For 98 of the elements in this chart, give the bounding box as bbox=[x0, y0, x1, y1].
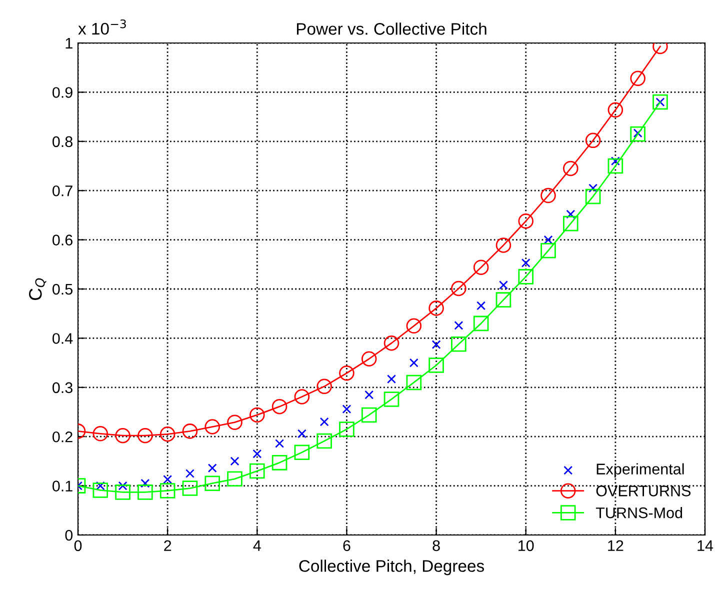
y-tick-label: 0.1 bbox=[52, 480, 72, 492]
point bbox=[272, 398, 288, 414]
point bbox=[496, 292, 512, 308]
point bbox=[406, 318, 422, 334]
point bbox=[428, 358, 444, 373]
x-tick-label: 0 bbox=[74, 540, 82, 552]
point bbox=[585, 132, 601, 148]
point bbox=[361, 407, 377, 423]
point bbox=[339, 365, 354, 381]
point bbox=[585, 188, 601, 204]
point bbox=[498, 280, 508, 290]
point bbox=[252, 449, 262, 458]
point bbox=[566, 210, 576, 219]
y-tick-label: 0.8 bbox=[52, 136, 72, 148]
y-axis-title: C$_{Q}$ bbox=[29, 278, 46, 300]
point bbox=[342, 404, 352, 414]
x-tick-label: 4 bbox=[253, 540, 261, 551]
point bbox=[608, 102, 624, 118]
point bbox=[138, 428, 153, 444]
point bbox=[92, 482, 108, 498]
y-tick-label: 1 bbox=[66, 38, 72, 49]
point bbox=[182, 424, 198, 439]
point bbox=[204, 419, 220, 434]
point bbox=[518, 213, 534, 229]
point bbox=[316, 433, 332, 449]
point bbox=[92, 426, 108, 442]
point bbox=[630, 70, 646, 86]
point bbox=[115, 484, 130, 500]
point bbox=[138, 484, 153, 500]
point bbox=[451, 280, 466, 296]
point bbox=[140, 478, 150, 488]
y-tick-label: 0.2 bbox=[52, 431, 72, 442]
point bbox=[652, 94, 668, 110]
point bbox=[428, 300, 444, 316]
point bbox=[384, 392, 400, 407]
point bbox=[272, 455, 288, 470]
point bbox=[540, 188, 556, 204]
point bbox=[518, 269, 534, 284]
point bbox=[320, 417, 329, 426]
point bbox=[163, 474, 172, 484]
y-tick-label: 0.7 bbox=[52, 185, 72, 196]
point bbox=[496, 238, 512, 253]
x-tick-label: 14 bbox=[698, 540, 714, 551]
point bbox=[208, 464, 217, 473]
point bbox=[563, 160, 578, 176]
point bbox=[227, 471, 242, 487]
point bbox=[160, 483, 176, 498]
point bbox=[608, 158, 624, 174]
point bbox=[160, 426, 176, 442]
point bbox=[563, 216, 578, 232]
point bbox=[451, 336, 466, 352]
point bbox=[521, 258, 530, 268]
point bbox=[361, 351, 377, 367]
legend-label: Experimental bbox=[596, 463, 684, 478]
y-tick-label: 0.3 bbox=[52, 382, 72, 394]
y-tick-label: 0 bbox=[65, 530, 73, 541]
text: x 10$^{−3}$ bbox=[78, 19, 126, 35]
x-tick-label: 8 bbox=[432, 540, 440, 552]
point bbox=[316, 378, 332, 394]
point bbox=[384, 335, 400, 351]
point bbox=[588, 184, 598, 193]
y-tick-label: 0.4 bbox=[52, 333, 73, 344]
point bbox=[275, 438, 284, 448]
x-tick-label: 12 bbox=[608, 540, 624, 551]
point bbox=[227, 414, 242, 430]
point bbox=[250, 463, 265, 479]
point bbox=[473, 316, 489, 332]
point bbox=[473, 260, 489, 275]
point bbox=[250, 407, 265, 423]
point bbox=[204, 476, 220, 491]
point bbox=[540, 242, 556, 258]
y-tick-label: 0.5 bbox=[52, 284, 72, 295]
point bbox=[230, 456, 240, 466]
x-tick-label: 2 bbox=[164, 540, 172, 551]
point bbox=[182, 480, 198, 496]
point bbox=[406, 374, 422, 390]
x-tick-label: 6 bbox=[343, 540, 350, 552]
point bbox=[630, 126, 646, 142]
point bbox=[387, 374, 396, 384]
chart-title: Power vs. Collective Pitch bbox=[297, 22, 486, 35]
point bbox=[339, 422, 354, 437]
y-tick-label: 0.9 bbox=[52, 87, 72, 98]
point bbox=[294, 444, 310, 460]
x-axis-title: Collective Pitch, Degrees bbox=[299, 560, 484, 576]
x-tick-label: 10 bbox=[518, 540, 534, 552]
point bbox=[454, 320, 464, 330]
point bbox=[185, 469, 194, 478]
legend-label: OVERTURNS bbox=[596, 486, 691, 496]
point bbox=[432, 340, 441, 350]
point bbox=[364, 390, 374, 400]
point bbox=[476, 301, 486, 310]
legend-label: TURNS-Mod bbox=[596, 507, 682, 518]
point bbox=[118, 481, 128, 490]
y-tick-label: 0.6 bbox=[52, 234, 72, 246]
point bbox=[115, 428, 130, 444]
point bbox=[297, 429, 306, 438]
point bbox=[294, 389, 310, 404]
point bbox=[409, 358, 418, 368]
